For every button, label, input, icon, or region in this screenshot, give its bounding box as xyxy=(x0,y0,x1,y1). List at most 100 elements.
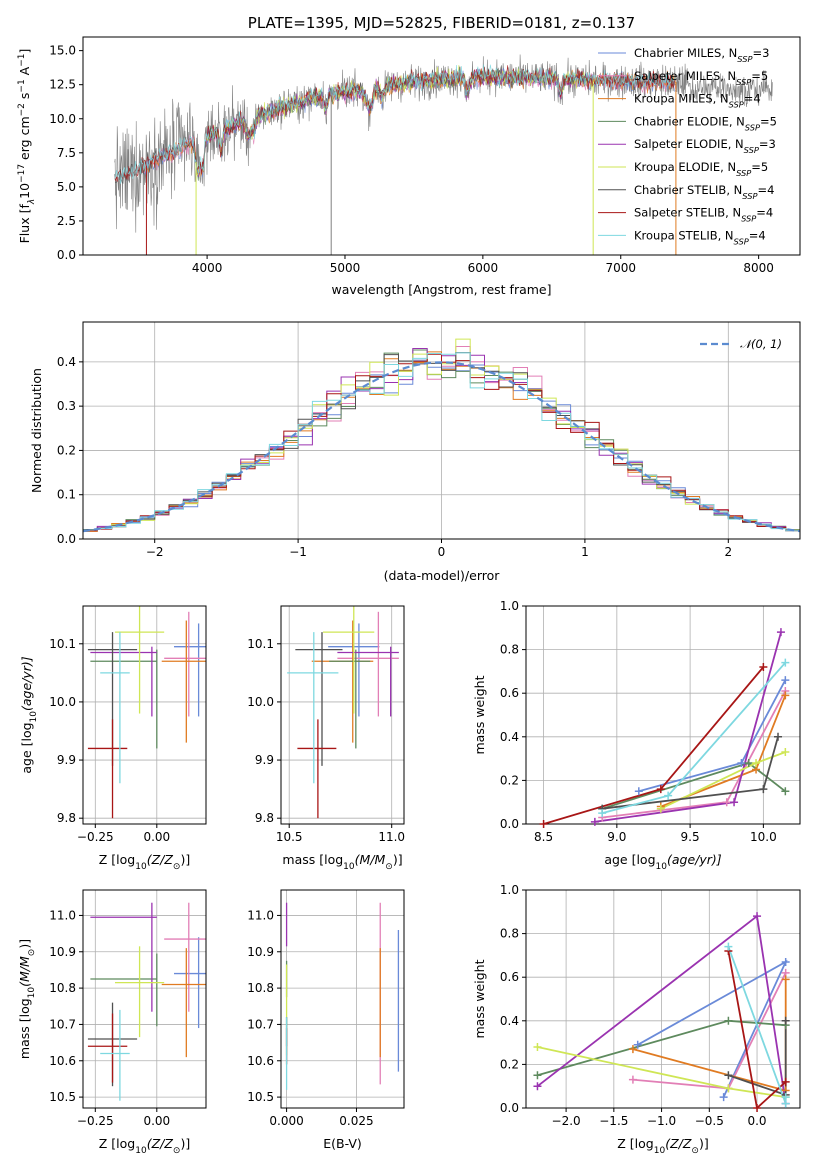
y-tick-label: 10.8 xyxy=(247,981,274,995)
label-part: =3 xyxy=(759,137,776,151)
weight-marker-salpeter_miles xyxy=(628,1075,637,1084)
label-part: mass [log xyxy=(17,998,32,1059)
weight-marker-kroupa_elodie xyxy=(533,1042,542,1051)
weight-marker-chabrier_stelib xyxy=(759,785,768,794)
label-part: erg cm xyxy=(17,116,32,164)
weight-marker-kroupa_stelib xyxy=(724,942,733,951)
label-part: Kroupa ELODIE, N xyxy=(634,160,736,174)
weight-marker-chabrier_miles xyxy=(719,1093,728,1102)
label-part: SSP xyxy=(736,77,751,87)
x-axis-label: Z [log10(Z/Z⊙)] xyxy=(617,1136,708,1156)
legend: Chabrier MILES, NSSP=3 Salpeter MILES, NS… xyxy=(598,46,777,246)
y-tick-label: 2.5 xyxy=(57,214,76,228)
y-tick-label: 0.6 xyxy=(500,970,519,984)
weight-marker-salpeter_stelib xyxy=(539,820,548,828)
label-part: 10 xyxy=(135,862,147,872)
y-tick-label: 7.5 xyxy=(57,146,76,160)
label-part: )] xyxy=(393,852,403,867)
y-tick-label: 9.9 xyxy=(57,753,76,767)
x-tick-label: 11.0 xyxy=(378,830,405,844)
model-spectrum-kroupa_stelib xyxy=(114,64,676,184)
model-spectrum-salpeter_stelib xyxy=(114,65,676,182)
label-part: 10 xyxy=(135,1146,147,1156)
y-axis-label: mass weight xyxy=(472,959,487,1038)
label-part: ⊙ xyxy=(173,862,181,872)
weight-marker-kroupa_elodie xyxy=(781,748,790,757)
y-tick-label: 10.8 xyxy=(49,981,76,995)
weight-marker-salpeter_stelib xyxy=(656,785,665,794)
weight-marker-chabrier_miles xyxy=(781,676,790,685)
weight-marker-salpeter_elodie xyxy=(533,1082,542,1091)
label-part: Kroupa STELIB, N xyxy=(634,228,734,242)
y-tick-label: 10.1 xyxy=(49,637,76,651)
y-tick-label: 10.0 xyxy=(49,112,76,126)
plot-area xyxy=(287,606,399,819)
legend-label: Chabrier STELIB, NSSP=4 xyxy=(634,183,774,201)
label-part: )] xyxy=(180,852,190,867)
label-part: Chabrier ELODIE, N xyxy=(634,114,745,128)
weight-marker-kroupa_elodie xyxy=(656,804,665,813)
legend-label: Chabrier MILES, NSSP=3 xyxy=(634,46,769,64)
y-tick-label: 10.7 xyxy=(247,1017,274,1031)
x-tick-label: −0.25 xyxy=(77,1114,114,1128)
label-part: (age/yr)] xyxy=(667,852,722,867)
figure-title: PLATE=1395, MJD=52825, FIBERID=0181, z=0… xyxy=(248,14,635,32)
y-tick-label: 9.8 xyxy=(57,811,76,825)
y-tick-label: 10.9 xyxy=(247,945,274,959)
weight-marker-salpeter_stelib xyxy=(759,663,768,672)
axes-frame xyxy=(280,605,405,825)
label-part: =4 xyxy=(757,183,774,197)
x-axis-label: Z [log10(Z/Z⊙)] xyxy=(99,1136,190,1156)
weight-marker-kroupa_miles xyxy=(781,691,790,700)
label-part: −2 xyxy=(17,103,27,116)
label-part: mass [log xyxy=(282,852,343,867)
label-part: 10 xyxy=(343,862,355,872)
weight-marker-salpeter_elodie xyxy=(730,798,739,807)
chart-spectrum: 4000 5000 6000 7000 8000 0.0 2.5 5.0 7.5 10.0 12.5… xyxy=(17,14,801,297)
weight-marker-chabrier_stelib xyxy=(781,1016,790,1025)
weight-marker-kroupa_stelib xyxy=(781,1093,790,1102)
weight-marker-chabrier_stelib xyxy=(774,732,783,741)
label-part: 10 xyxy=(27,987,37,999)
label-part: −17 xyxy=(17,164,27,183)
x-tick-label: 0.0 xyxy=(747,1114,766,1128)
model-spectrum-chabrier_stelib xyxy=(114,66,676,184)
weight-marker-chabrier_elodie xyxy=(744,758,753,767)
legend-label: Salpeter ELODIE, NSSP=3 xyxy=(634,137,776,155)
label-part: −1 xyxy=(17,79,27,92)
x-tick-label: 5000 xyxy=(330,261,361,275)
label-part: SSP xyxy=(729,100,744,110)
weight-marker-chabrier_miles xyxy=(634,787,643,796)
label-part: =3 xyxy=(752,46,769,60)
weight-marker-kroupa_elodie xyxy=(752,758,761,767)
y-tick-label: 0.0 xyxy=(500,1101,519,1115)
legend-label: Salpeter MILES, NSSP=5 xyxy=(634,69,768,87)
plot-area xyxy=(285,902,400,1090)
plot-area xyxy=(87,902,206,1101)
label-part: (M/M xyxy=(355,852,386,867)
axes-frame xyxy=(525,889,801,1109)
y-tick-label: 5.0 xyxy=(57,180,76,194)
chart-weight_vs_z: −2.0 −1.5 −1.0 −0.5 0.0 0.0 0.2 0.4 0.6 0.8 1.0 Z [… xyxy=(472,883,801,1156)
weight-marker-kroupa_elodie xyxy=(724,1084,733,1093)
x-tick-label: 0.000 xyxy=(269,1114,303,1128)
y-tick-label: 10.0 xyxy=(247,695,274,709)
weight-marker-chabrier_elodie xyxy=(724,1016,733,1025)
y-tick-label: 0.2 xyxy=(500,1057,519,1071)
weight-marker-chabrier_miles xyxy=(633,1040,642,1049)
weight-marker-salpeter_elodie xyxy=(753,912,762,921)
label-part: =5 xyxy=(760,114,777,128)
x-tick-label: 10.0 xyxy=(750,830,777,844)
x-tick-label: 1 xyxy=(581,545,589,559)
y-tick-label: 0.1 xyxy=(57,488,76,502)
label-part: Z [log xyxy=(99,852,135,867)
label-part: Salpeter STELIB, N xyxy=(634,206,741,220)
y-tick-label: 15.0 xyxy=(49,44,76,58)
x-tick-label: 2 xyxy=(724,545,732,559)
weight-marker-kroupa_stelib xyxy=(664,791,673,800)
x-tick-label: 0 xyxy=(438,545,446,559)
x-axis-label: E(B-V) xyxy=(323,1136,362,1151)
weight-marker-salpeter_elodie xyxy=(776,628,785,637)
chart-age_vs_mass: 10.5 11.0 9.8 9.9 10.0 10.1 mass [log10(M/M⊙)] xyxy=(247,605,405,872)
